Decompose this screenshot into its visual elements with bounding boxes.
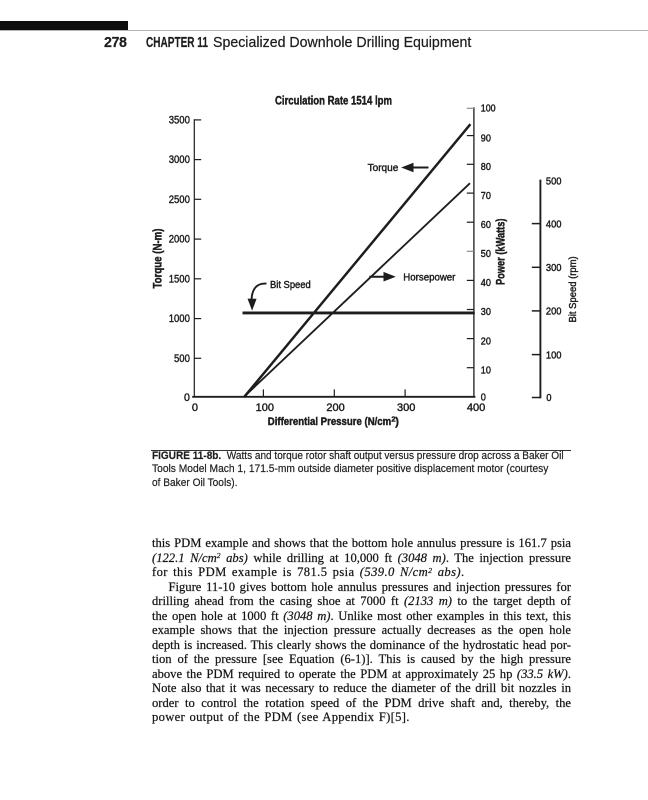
svg-text:0: 0 — [184, 392, 190, 404]
svg-text:1500: 1500 — [169, 273, 190, 285]
svg-text:Torque (N-m): Torque (N-m) — [152, 228, 164, 288]
svg-text:400: 400 — [467, 402, 485, 414]
svg-text:0: 0 — [192, 402, 198, 414]
svg-text:2000: 2000 — [169, 234, 190, 246]
svg-text:400: 400 — [546, 220, 562, 231]
svg-text:Differential Pressure (N/cm: Differential Pressure (N/cm — [268, 416, 392, 428]
svg-text:2500: 2500 — [169, 194, 190, 206]
svg-text:Circulation Rate 1514 lpm: Circulation Rate 1514 lpm — [275, 96, 392, 108]
svg-text:0: 0 — [481, 392, 487, 403]
svg-text:): ) — [395, 416, 399, 428]
svg-text:3500: 3500 — [169, 115, 190, 127]
svg-text:500: 500 — [174, 353, 190, 365]
svg-text:1000: 1000 — [169, 313, 190, 325]
svg-text:Torque: Torque — [368, 163, 399, 174]
svg-text:100: 100 — [481, 104, 496, 115]
svg-text:200: 200 — [326, 402, 344, 414]
svg-text:2: 2 — [391, 414, 395, 423]
svg-text:500: 500 — [546, 177, 562, 188]
svg-text:3000: 3000 — [169, 154, 190, 166]
svg-text:300: 300 — [546, 263, 562, 274]
svg-text:60: 60 — [481, 220, 491, 231]
svg-text:0: 0 — [546, 393, 552, 404]
svg-text:70: 70 — [481, 191, 491, 202]
svg-text:50: 50 — [481, 249, 491, 260]
svg-text:90: 90 — [481, 133, 491, 144]
svg-text:Bit Speed: Bit Speed — [270, 280, 311, 291]
svg-text:200: 200 — [546, 307, 562, 318]
svg-text:40: 40 — [481, 278, 491, 289]
svg-text:100: 100 — [546, 350, 562, 361]
svg-text:10: 10 — [481, 365, 491, 376]
svg-text:Horsepower: Horsepower — [403, 272, 456, 283]
svg-text:300: 300 — [397, 402, 415, 414]
svg-text:30: 30 — [481, 307, 491, 318]
svg-text:100: 100 — [256, 402, 274, 414]
svg-text:Bit Speed (rpm): Bit Speed (rpm) — [567, 256, 579, 322]
svg-text:20: 20 — [481, 336, 491, 347]
svg-text:80: 80 — [481, 162, 491, 173]
svg-text:Power (kWatts): Power (kWatts) — [496, 218, 508, 285]
